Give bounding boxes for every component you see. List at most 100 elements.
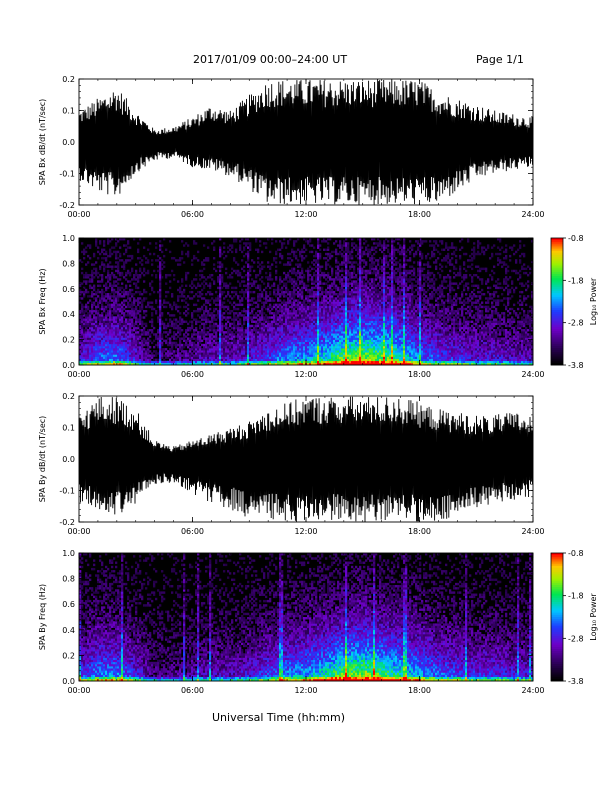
heatmap-cell (89, 273, 92, 277)
heatmap-cell (159, 305, 162, 309)
heatmap-cell (295, 280, 298, 283)
heatmap-cell (91, 303, 94, 307)
heatmap-cell (229, 343, 232, 347)
heatmap-cell (105, 352, 108, 355)
heatmap-cell (101, 250, 104, 254)
heatmap-cell (323, 329, 326, 332)
heatmap-cell (237, 303, 240, 307)
heatmap-cell (261, 339, 264, 343)
heatmap-cell (343, 362, 346, 366)
heatmap-cell (219, 293, 222, 296)
heatmap-cell (275, 269, 278, 273)
heatmap-cell (221, 356, 224, 359)
heatmap-cell (85, 250, 88, 254)
heatmap-cell (197, 333, 200, 336)
heatmap-cell (309, 337, 312, 340)
heatmap-cell (251, 343, 254, 347)
heatmap-cell (117, 305, 120, 309)
heatmap-cell (87, 341, 90, 345)
heatmap-cell (349, 345, 352, 349)
heatmap-cell (131, 322, 134, 326)
heatmap-cell (191, 335, 194, 338)
heatmap-cell (81, 318, 84, 321)
heatmap-cell (235, 312, 238, 315)
heatmap-cell (119, 307, 122, 311)
heatmap-cell (259, 309, 262, 313)
heatmap-cell (135, 348, 138, 351)
heatmap-cell (207, 257, 210, 260)
heatmap-cell (337, 316, 340, 319)
heatmap-cell (127, 312, 130, 315)
heatmap-cell (255, 341, 258, 345)
heatmap-cell (105, 318, 108, 321)
heatmap-cell (107, 329, 110, 332)
heatmap-cell (105, 288, 108, 292)
heatmap-cell (185, 329, 188, 332)
heatmap-cell (345, 259, 348, 262)
heatmap-cell (195, 354, 198, 357)
heatmap-cell (139, 345, 142, 349)
heatmap-cell (187, 295, 190, 298)
heatmap-cell (181, 343, 184, 347)
heatmap-cell (345, 290, 348, 294)
heatmap-cell (317, 303, 320, 307)
heatmap-cell (309, 314, 312, 317)
heatmap-cell (337, 286, 340, 290)
heatmap-cell (115, 242, 118, 245)
heatmap-cell (157, 352, 160, 355)
heatmap-cell (307, 269, 310, 273)
heatmap-cell (237, 348, 240, 351)
heatmap-cell (277, 337, 280, 340)
heatmap-cell (233, 362, 236, 366)
heatmap-cell (213, 350, 216, 353)
heatmap-cell (181, 362, 184, 366)
heatmap-cell (321, 329, 324, 332)
heatmap-cell (255, 248, 258, 251)
heatmap-cell (115, 329, 118, 332)
heatmap-cell (333, 320, 336, 323)
heatmap-cell (287, 348, 290, 351)
heatmap-cell (95, 348, 98, 351)
heatmap-cell (211, 356, 214, 359)
heatmap-cell (179, 286, 182, 290)
heatmap-cell (107, 339, 110, 343)
heatmap-cell (235, 269, 238, 273)
heatmap-cell (145, 331, 148, 334)
heatmap-cell (101, 288, 104, 292)
heatmap-cell (331, 293, 334, 296)
heatmap-cell (143, 360, 146, 364)
heatmap-cell (217, 286, 220, 290)
heatmap-cell (199, 339, 202, 343)
heatmap-cell (137, 324, 140, 328)
heatmap-cell (137, 350, 140, 353)
heatmap-cell (109, 337, 112, 340)
heatmap-cell (119, 356, 122, 359)
heatmap-cell (289, 263, 292, 266)
heatmap-cell (307, 322, 310, 326)
heatmap-cell (285, 288, 288, 292)
heatmap-cell (91, 320, 94, 323)
heatmap-cell (313, 254, 316, 258)
heatmap-cell (215, 307, 218, 311)
heatmap-cell (291, 362, 294, 366)
heatmap-cell (113, 316, 116, 319)
heatmap-cell (113, 299, 116, 302)
heatmap-cell (331, 358, 334, 362)
heatmap-cell (171, 352, 174, 355)
heatmap-cell (343, 288, 346, 292)
heatmap-cell (345, 305, 348, 309)
heatmap-cell (111, 320, 114, 323)
heatmap-cell (289, 358, 292, 362)
heatmap-cell (317, 244, 320, 247)
heatmap-cell (327, 297, 330, 300)
heatmap-cell (175, 337, 178, 340)
heatmap-cell (255, 320, 258, 323)
heatmap-cell (91, 278, 94, 281)
heatmap-cell (289, 350, 292, 353)
heatmap-cell (181, 345, 184, 349)
heatmap-cell (175, 345, 178, 349)
heatmap-cell (197, 259, 200, 262)
heatmap-cell (161, 356, 164, 359)
heatmap-cell (291, 286, 294, 290)
heatmap-cell (137, 312, 140, 315)
